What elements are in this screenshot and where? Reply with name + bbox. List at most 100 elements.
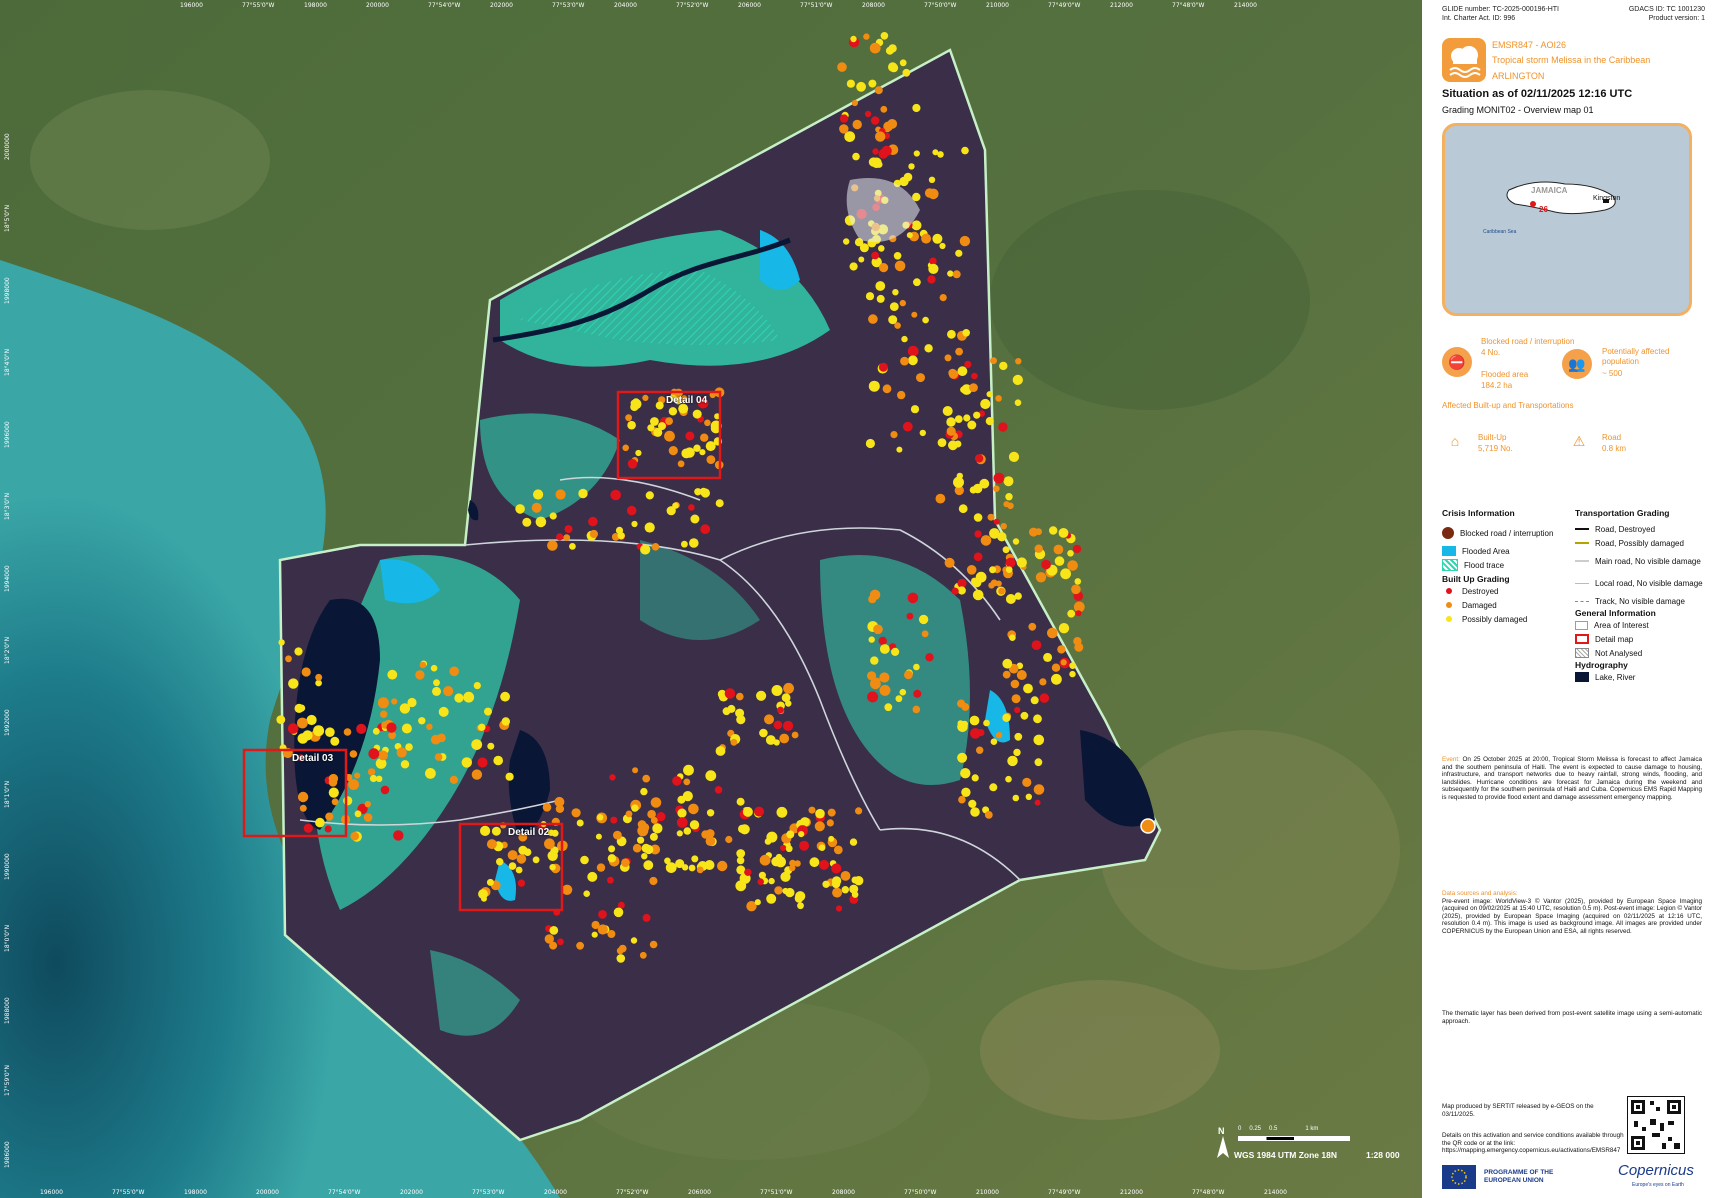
damage-point (1020, 711, 1029, 720)
damage-point (744, 868, 752, 876)
damage-point (555, 489, 566, 500)
damage-point (387, 669, 398, 680)
damage-point (690, 514, 700, 524)
left-tick-label: 18°2'0"N (4, 636, 11, 664)
damage-point (979, 478, 990, 489)
damage-point (622, 444, 629, 452)
blocked-road-marker (1140, 818, 1156, 834)
blocked-road-icon: ⛔ (1442, 347, 1472, 377)
damage-point (1035, 572, 1047, 583)
top-tick-label: 210000 (986, 2, 1009, 9)
damage-point (368, 748, 380, 760)
damage-point (297, 717, 308, 729)
damage-point (405, 743, 413, 751)
damage-point (854, 876, 864, 886)
inset-aoi-number: 26 (1539, 205, 1548, 214)
left-tick-label: 2000000 (4, 133, 11, 160)
top-tick-label: 196000 (180, 2, 203, 9)
house-icon: ⌂ (1442, 428, 1468, 454)
damage-point (951, 587, 959, 595)
damage-point (724, 688, 736, 699)
damage-point (1028, 622, 1037, 631)
damage-point (642, 913, 651, 922)
damage-point (680, 395, 688, 402)
damage-point (554, 796, 565, 807)
damage-point (1034, 544, 1043, 553)
damage-point (899, 59, 907, 67)
damage-point (631, 804, 639, 812)
left-tick-label: 18°3'0"N (4, 492, 11, 520)
damage-point (343, 728, 352, 736)
damage-point (1073, 601, 1085, 613)
damage-point (1033, 734, 1045, 746)
damage-point (496, 858, 504, 866)
left-tick-label: 1990000 (4, 853, 11, 880)
damage-point (897, 390, 906, 400)
damage-point (785, 700, 792, 707)
damage-point (928, 176, 936, 183)
top-tick-label: 77°51'0"W (800, 2, 833, 9)
damage-point (799, 840, 810, 851)
damage-point (1051, 663, 1061, 672)
damage-point (966, 565, 977, 575)
damage-point (434, 753, 443, 761)
damage-point (665, 417, 673, 425)
damage-point (974, 530, 982, 538)
damage-point (715, 746, 726, 756)
damage-point (791, 731, 799, 739)
damage-point (426, 723, 433, 730)
damage-point (831, 863, 842, 874)
damage-point (960, 386, 967, 394)
damage-point (958, 504, 968, 514)
map-frame[interactable]: Detail 04 Detail 03 Detail 02 196000 77°5… (0, 0, 1422, 1198)
top-tick-label: 77°54'0"W (428, 2, 461, 9)
damage-point (401, 723, 412, 734)
damage-point (871, 251, 879, 260)
flooded-swatch (1442, 546, 1456, 556)
road-icon: ⚠ (1566, 428, 1592, 454)
damage-point (555, 804, 565, 813)
damage-point (678, 403, 689, 414)
details-link[interactable]: Details on this activation and service c… (1442, 1132, 1624, 1155)
damage-point (893, 252, 902, 260)
population-label: Potentially affected population (1602, 347, 1670, 366)
damage-point (870, 678, 881, 690)
legend-road-possibly: Road, Possibly damaged (1575, 536, 1709, 550)
damage-point (908, 163, 915, 170)
damage-point (901, 335, 908, 343)
damage-point (895, 695, 903, 703)
damage-point (939, 242, 946, 250)
top-tick-label: 202000 (490, 2, 513, 9)
rain-cloud-icon (1449, 46, 1481, 78)
damage-point (668, 446, 678, 456)
damage-point (330, 736, 340, 746)
damage-point (1008, 755, 1018, 765)
damage-point (899, 176, 909, 187)
north-arrow-icon (1217, 1136, 1229, 1158)
transport-legend: Transportation Grading Road, Destroyed R… (1575, 508, 1709, 684)
inset-city: Kingston (1593, 195, 1621, 202)
damage-point (878, 362, 888, 372)
damage-point (1000, 523, 1007, 530)
damage-point (610, 816, 618, 824)
damage-point (878, 245, 885, 252)
inset-country: JAMAICA (1531, 186, 1568, 195)
bottom-tick-label: 206000 (688, 1189, 711, 1196)
damage-point (516, 854, 527, 864)
damage-point (715, 499, 724, 508)
damage-point (618, 901, 625, 909)
damage-point (890, 431, 898, 439)
damage-point (549, 512, 557, 520)
damage-point (1071, 584, 1081, 595)
damage-point (980, 398, 991, 410)
qr-code-icon[interactable] (1627, 1096, 1685, 1154)
legend-lake-label: Lake, River (1595, 672, 1636, 682)
damage-point (919, 429, 926, 437)
damage-point (287, 723, 299, 734)
copernicus-logo: Copernicus (1618, 1162, 1694, 1179)
main-road-line (1575, 560, 1589, 562)
damage-point (872, 148, 879, 155)
top-tick-label: 77°48'0"W (1172, 2, 1205, 9)
damage-point (985, 417, 994, 426)
damage-point (912, 705, 921, 714)
